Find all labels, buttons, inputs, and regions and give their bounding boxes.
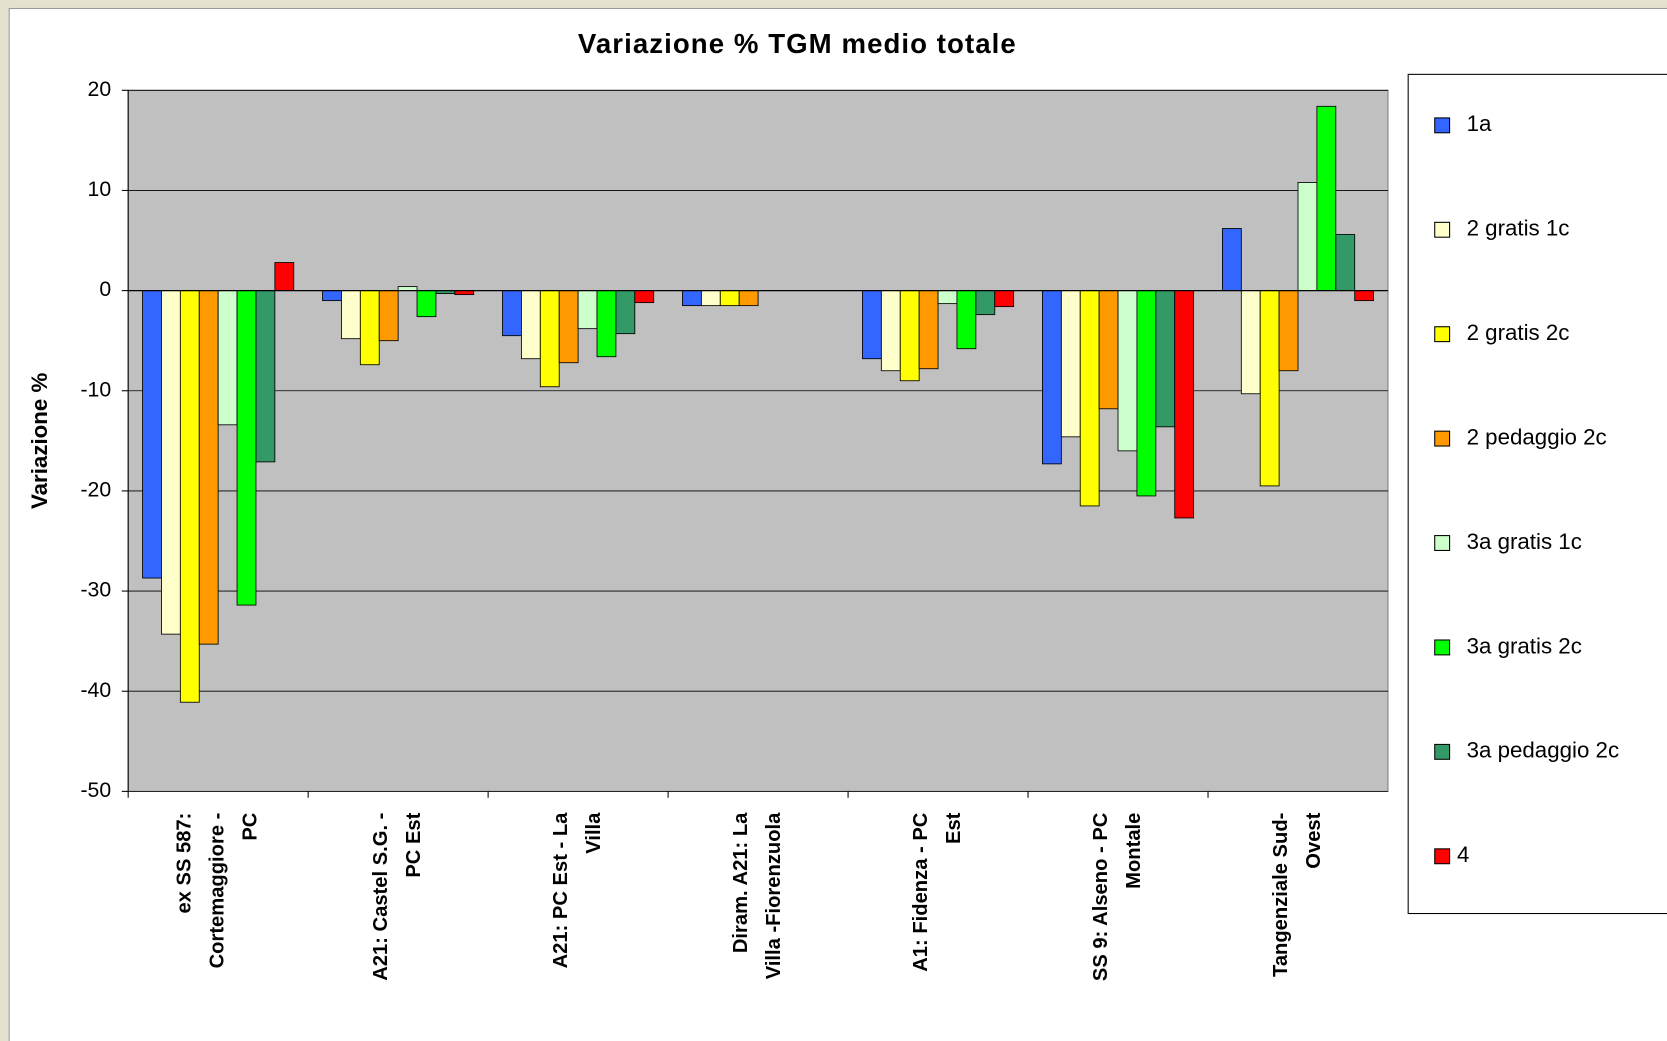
x-tick-label: Villa [583, 812, 605, 854]
bar [274, 262, 295, 292]
x-tick-label: Est [943, 812, 965, 844]
bar [142, 290, 162, 579]
legend-swatch [1434, 848, 1451, 865]
bar [880, 290, 901, 372]
bar [1079, 290, 1100, 507]
x-tick-label: A21: PC Est - La [550, 812, 572, 969]
legend-label: 4 [1457, 842, 1469, 867]
bar [161, 290, 181, 635]
legend-swatch [1434, 743, 1451, 760]
bar [1155, 290, 1176, 428]
legend-label: 1a [1467, 111, 1492, 136]
bar [700, 290, 721, 307]
bar [975, 290, 996, 316]
legend-label: 3a pedaggio 2c [1467, 738, 1620, 763]
y-tick-label: -20 [80, 478, 111, 502]
y-tick-label: -40 [80, 678, 111, 702]
bar [1117, 290, 1138, 452]
x-tick-label: Montale [1123, 813, 1145, 889]
x-tick-label: ex SS 587: [174, 813, 196, 914]
bar [596, 290, 617, 358]
bar [899, 290, 920, 382]
bar [502, 290, 522, 337]
bar [179, 290, 200, 703]
legend-label: 3a gratis 2c [1467, 633, 1582, 658]
bar [255, 290, 276, 463]
x-tick-label: A1: Fidenza - PC [910, 812, 932, 972]
x-tick-label: Diram. A21: La [730, 812, 752, 953]
legend-swatch [1434, 430, 1451, 447]
x-tick-label: PC Est [403, 812, 425, 877]
bar [558, 290, 579, 364]
bar [1136, 290, 1157, 497]
bar [1174, 290, 1195, 519]
bar [719, 290, 740, 307]
bar [1297, 182, 1318, 292]
bar [341, 290, 361, 340]
bar [862, 290, 882, 360]
legend-label: 2 pedaggio 2c [1467, 424, 1607, 449]
plot-area [127, 89, 1389, 792]
bar [198, 290, 219, 645]
bar [634, 290, 655, 304]
bar [1278, 290, 1299, 372]
bar [1335, 234, 1356, 292]
x-tick-label: SS 9: Alseno - PC [1090, 812, 1112, 981]
legend-box [1407, 73, 1667, 915]
bar [1259, 290, 1280, 487]
legend-swatch [1434, 639, 1451, 656]
legend-label: 2 gratis 2c [1467, 320, 1570, 345]
legend-swatch [1434, 535, 1451, 551]
y-tick-label: -30 [80, 578, 111, 602]
bar [378, 290, 399, 342]
bar [1060, 290, 1081, 438]
legend-swatch [1434, 326, 1451, 343]
bar [359, 290, 380, 366]
bar [615, 290, 636, 335]
legend-label: 3a gratis 1c [1467, 529, 1582, 554]
y-axis-label: Variazione % [27, 373, 52, 509]
bar [1354, 290, 1375, 302]
bar [1316, 105, 1337, 292]
x-tick-label: Cortemaggiore - [206, 813, 228, 969]
legend-label: 2 gratis 1c [1467, 216, 1570, 241]
bar [738, 290, 759, 307]
bar [322, 290, 342, 302]
x-tick-label: Ovest [1303, 812, 1325, 868]
legend-swatch [1434, 117, 1451, 134]
legend-swatch [1434, 221, 1451, 238]
bar [918, 290, 939, 370]
bar [994, 290, 1015, 308]
bar [539, 290, 560, 388]
x-tick-label: PC [239, 812, 261, 840]
bar [1240, 290, 1261, 395]
bar [236, 290, 257, 606]
x-tick-label: Tangenziale Sud- [1270, 813, 1292, 977]
y-tick-label: -50 [80, 778, 111, 802]
bar [577, 290, 598, 330]
y-tick-label: -10 [80, 377, 111, 401]
bar [682, 290, 702, 307]
bar [1042, 290, 1062, 465]
bar [1221, 228, 1242, 292]
bar [956, 290, 977, 350]
chart-title: Variazione % TGM medio totale [578, 28, 1017, 59]
bar [937, 290, 958, 305]
y-tick-label: 10 [88, 177, 112, 201]
y-tick-label: 0 [99, 277, 111, 301]
y-tick-label: 20 [88, 77, 112, 101]
bar [1098, 290, 1119, 410]
bar [416, 290, 437, 318]
bar [520, 290, 541, 360]
x-tick-label: A21: Castel S.G. - [370, 813, 392, 981]
x-tick-label: Villa -Fiorenzuola [763, 812, 785, 979]
bar [217, 290, 238, 426]
